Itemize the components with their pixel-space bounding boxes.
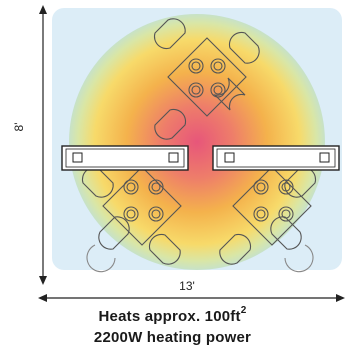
width-dimension [38,294,345,302]
wall-heater-icon [212,145,340,171]
coverage-text: Heats approx. 100ft [98,308,241,325]
table-with-chairs-icon [219,166,317,273]
coverage-caption: Heats approx. 100ft2 [0,305,345,327]
height-dimension [39,5,47,285]
heat-zone [69,14,325,270]
table-with-chairs-icon [153,18,260,140]
squared-superscript: 2 [240,305,247,316]
height-label: 8' [12,122,26,132]
power-caption: 2200W heating power [93,329,252,346]
wall-heater-icon [61,145,189,171]
width-label: 13' [179,279,195,293]
